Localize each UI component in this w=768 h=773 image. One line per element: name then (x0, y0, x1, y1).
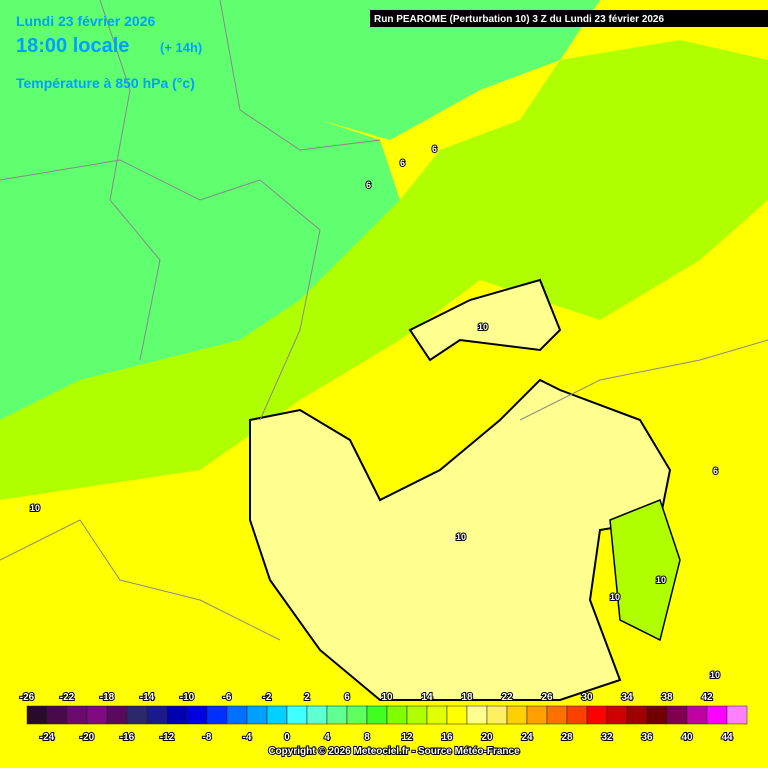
colorbar-swatch (206, 705, 228, 725)
colorbar-swatch (246, 705, 268, 725)
colorbar-top-label: 22 (501, 692, 513, 703)
contour-label: 10 (478, 322, 488, 332)
colorbar-bottom-label: 8 (364, 732, 370, 743)
warm-zone (249, 378, 672, 701)
colorbar-swatch (106, 705, 128, 725)
variable-label: Température à 850 hPa (°c) (16, 75, 195, 91)
colorbar-swatch (406, 705, 428, 725)
colorbar-top-label: 2 (304, 692, 310, 703)
colorbar-bottom-label: 4 (324, 732, 330, 743)
colorbar-top-label: -26 (20, 692, 35, 703)
colorbar-swatch (546, 705, 568, 725)
warm-zone (408, 278, 562, 362)
colorbar-swatch (346, 705, 368, 725)
colorbar-bottom-label: 36 (641, 732, 653, 743)
contour-label: 6 (432, 144, 437, 154)
contour-label: 10 (656, 575, 666, 585)
colorbar-swatch (726, 705, 748, 725)
colorbar-swatch (426, 705, 448, 725)
contour-label: 10 (30, 503, 40, 513)
colorbar-swatch (286, 705, 308, 725)
colorbar-bottom-label: 16 (441, 732, 453, 743)
colorbar-top-label: -2 (263, 692, 272, 703)
colorbar-swatch (366, 705, 388, 725)
colorbar-top-label: 34 (621, 692, 633, 703)
colorbar-bottom-label: -24 (40, 732, 55, 743)
colorbar-top-label: 18 (461, 692, 473, 703)
colorbar-top-label: 14 (421, 692, 433, 703)
colorbar-bottom-label: 44 (721, 732, 733, 743)
colorbar-swatch (466, 705, 488, 725)
contour-label: 6 (713, 466, 718, 476)
colorbar-swatch (86, 705, 108, 725)
colorbar-swatch (586, 705, 608, 725)
time-label: 18:00 locale (16, 35, 129, 57)
colorbar-bottom-label: 12 (401, 732, 413, 743)
colorbar-top-label: -14 (140, 692, 155, 703)
run-banner (370, 10, 768, 27)
colorbar-swatch (706, 705, 728, 725)
colorbar-bottom-label: 32 (601, 732, 613, 743)
colorbar-swatch (306, 705, 328, 725)
contour-label: 10 (610, 592, 620, 602)
colorbar-bottom-label: 20 (481, 732, 493, 743)
contour-label: 10 (456, 532, 466, 542)
contour-label: 6 (400, 158, 405, 168)
colorbar-bottom-label: -8 (203, 732, 212, 743)
colorbar-swatch (266, 705, 288, 725)
colorbar-swatch (166, 705, 188, 725)
colorbar-bottom-label: -12 (160, 732, 175, 743)
colorbar-top-label: 30 (581, 692, 593, 703)
colorbar-top-label: 10 (381, 692, 393, 703)
colorbar-swatch (606, 705, 628, 725)
colorbar-top-label: 42 (701, 692, 713, 703)
colorbar-swatch (486, 705, 508, 725)
colorbar-bottom-label: 40 (681, 732, 693, 743)
colorbar-swatch (186, 705, 208, 725)
colorbar-bottom-label: 24 (521, 732, 533, 743)
contour-label: 6 (366, 180, 371, 190)
colorbar-top-label: 38 (661, 692, 673, 703)
colorbar-top-label: -22 (60, 692, 75, 703)
colorbar-swatch (626, 705, 648, 725)
colorbar-swatch (566, 705, 588, 725)
colorbar-swatch (226, 705, 248, 725)
colorbar-swatch (66, 705, 88, 725)
run-label: Run PEAROME (Perturbation 10) 3 Z du Lun… (374, 14, 664, 25)
colorbar-swatch (686, 705, 708, 725)
colorbar-swatch (146, 705, 168, 725)
green-zone (0, 0, 600, 420)
colorbar-swatch (646, 705, 668, 725)
colorbar-swatch (126, 705, 148, 725)
colorbar-bottom-label: -4 (243, 732, 252, 743)
colorbar-top-label: -10 (180, 692, 195, 703)
island (609, 499, 681, 642)
colorbar-bottom-label: 28 (561, 732, 573, 743)
colorbar-swatch (446, 705, 468, 725)
colorbar-swatch (526, 705, 548, 725)
colorbar-bottom-label: -20 (80, 732, 95, 743)
colorbar-top-label: 26 (541, 692, 553, 703)
colorbar-swatch (666, 705, 688, 725)
colorbar-swatch (26, 705, 48, 725)
colorbar-swatch (506, 705, 528, 725)
contour-label: 10 (710, 670, 720, 680)
colorbar-top-label: -18 (100, 692, 115, 703)
colorbar-top-label: 6 (344, 692, 350, 703)
colorbar-swatch (386, 705, 408, 725)
colorbar-bottom-label: -16 (120, 732, 135, 743)
yellow-green-zone (0, 40, 768, 500)
date-label: Lundi 23 février 2026 (16, 13, 156, 29)
colorbar-swatch (46, 705, 68, 725)
borders (0, 0, 768, 641)
copyright: Copyright © 2026 Meteociel.fr - Source M… (268, 746, 520, 757)
colorbar-swatch (326, 705, 348, 725)
colorbar-bottom-label: 0 (284, 732, 290, 743)
offset-label: (+ 14h) (160, 40, 202, 55)
colorbar-top-label: -6 (223, 692, 232, 703)
